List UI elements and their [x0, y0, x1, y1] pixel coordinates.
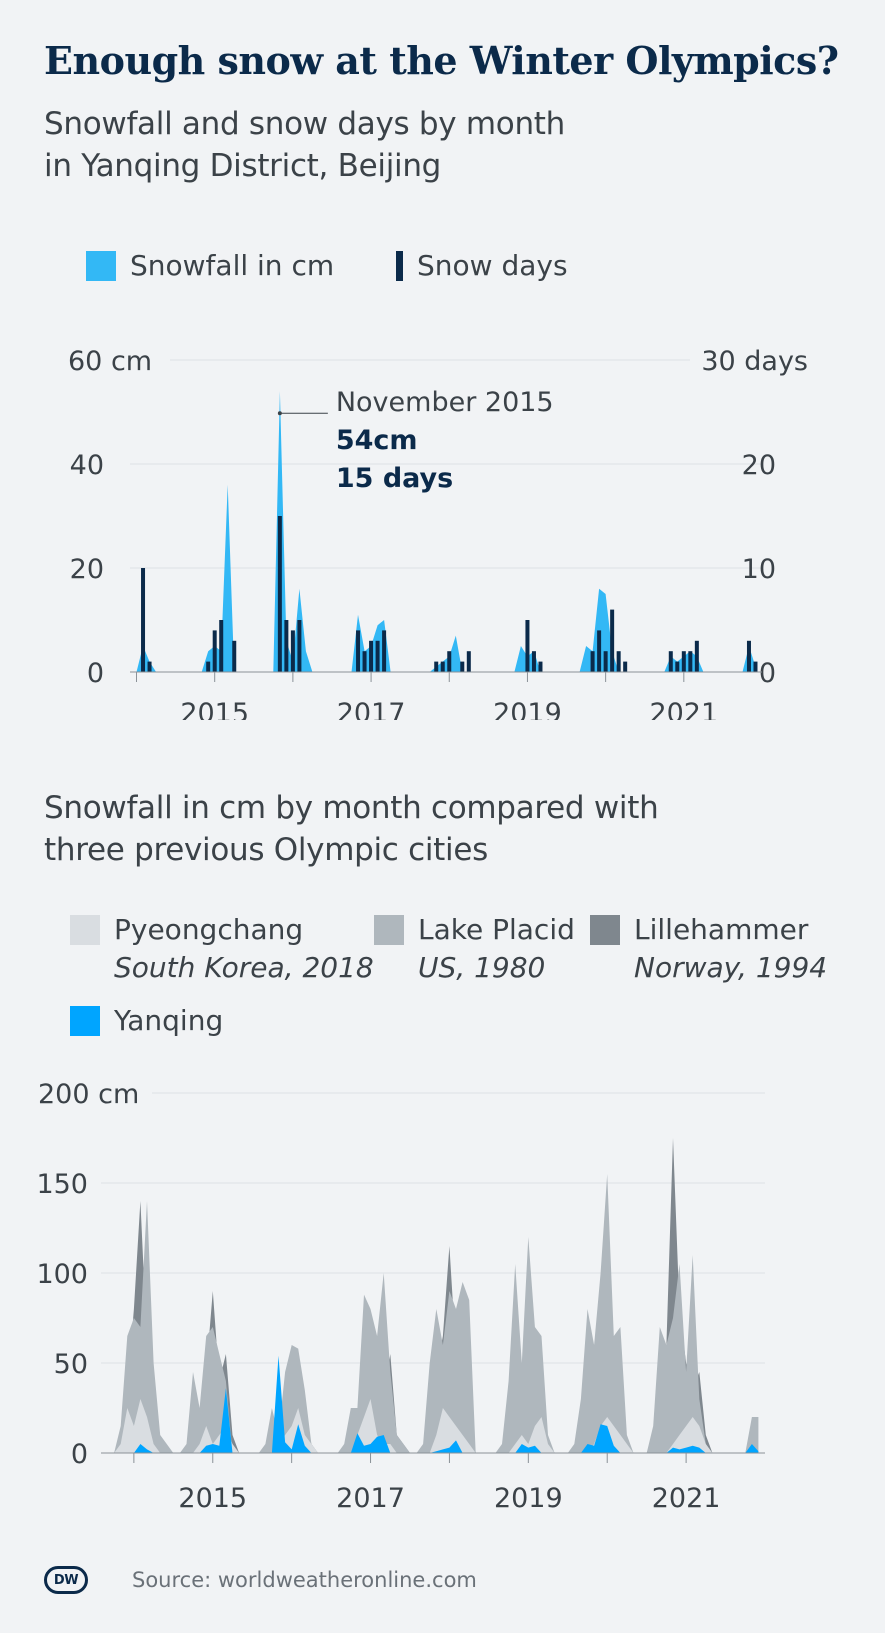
snow-days-bar	[375, 640, 380, 672]
snow-days-bar	[232, 640, 237, 672]
snow-days-bar	[694, 640, 699, 672]
annotation-dot	[277, 411, 282, 416]
dw-logo: DW	[44, 1566, 88, 1594]
y-left-tick-label: 60 cm	[68, 346, 152, 377]
snow-days-bar	[603, 651, 608, 672]
snow-days-bar	[610, 609, 615, 672]
snow-days-bar	[688, 651, 693, 672]
snow-days-bar	[616, 651, 621, 672]
source-note: Source: worldweatheronline.com	[132, 1568, 477, 1592]
annotation-snowfall: 54cm	[336, 425, 418, 456]
snow-days-bar	[434, 661, 439, 672]
legend-pyeongchang-swatch	[70, 915, 100, 945]
snow-days-bar	[290, 630, 295, 672]
legend-lake-placid-swatch	[374, 915, 404, 945]
snow-days-bar	[141, 568, 146, 672]
snow-days-bar	[369, 640, 374, 672]
legend-yanqing: Yanqing	[70, 1005, 223, 1037]
snow-days-bar	[590, 651, 595, 672]
yanqing-area	[133, 1355, 759, 1453]
x-tick-label: 2017	[337, 698, 406, 720]
snow-days-bar	[277, 516, 282, 672]
y-right-tick-label: 10	[742, 554, 776, 585]
legend-lake-placid-label: Lake Placid	[418, 913, 575, 946]
y-tick-label: 150	[36, 1169, 88, 1200]
snow-days-bar	[447, 651, 452, 672]
snow-days-bar	[219, 620, 224, 672]
x-tick-label: 2019	[494, 1483, 563, 1514]
legend-snow-days-swatch	[396, 251, 403, 281]
snow-days-bar	[525, 620, 530, 672]
snow-days-bar	[675, 661, 680, 672]
snow-days-bar	[623, 661, 628, 672]
snow-days-bar	[460, 661, 465, 672]
y-left-tick-label: 0	[87, 658, 104, 689]
legend-snowfall-label: Snowfall in cm	[130, 249, 335, 282]
snow-days-bar	[212, 630, 217, 672]
legend-pyeongchang-sub: South Korea, 2018	[114, 951, 374, 984]
x-tick-label: 2015	[178, 1483, 247, 1514]
chart2-subtitle: Snowfall in cm by month compared with th…	[44, 790, 659, 868]
snowfall-area	[136, 391, 756, 672]
legend-lake-placid: Lake Placid US, 1980	[374, 914, 575, 986]
chart2-olympic-comparison: 0 50 100 150 200 cm 2015 2017 2019 2021	[36, 1079, 765, 1514]
chart1-yanqing-snowfall: 0 20 40 60 cm 0 10 20 30 days 2015 2017 2019 2021 No…	[68, 346, 808, 720]
legend-snowfall: Snowfall in cm	[86, 250, 334, 282]
legend-lillehammer-swatch	[590, 915, 620, 945]
legend-yanqing-swatch	[70, 1006, 100, 1036]
x-tick-label: 2021	[652, 1483, 721, 1514]
y-tick-label: 50	[54, 1349, 88, 1380]
x-tick-label: 2017	[336, 1483, 405, 1514]
y-tick-label: 100	[36, 1259, 88, 1290]
snow-days-bar	[147, 661, 152, 672]
footer: DW Source: worldweatheronline.com	[44, 1566, 477, 1594]
y-right-tick-label: 20	[742, 450, 776, 481]
snow-days-bar	[284, 620, 289, 672]
legend-lillehammer: Lillehammer Norway, 1994	[590, 914, 827, 986]
snow-days-bar	[538, 661, 543, 672]
snow-days-bar	[466, 651, 471, 672]
x-tick-label: 2019	[493, 698, 562, 720]
page-title: Enough snow at the Winter Olympics?	[44, 38, 839, 83]
snow-days-bar	[597, 630, 602, 672]
y-left-tick-label: 20	[70, 554, 104, 585]
snow-days-bar	[753, 661, 758, 672]
legend-snow-days-label: Snow days	[417, 249, 568, 282]
snow-days-bar	[668, 651, 673, 672]
snow-days-bar	[297, 620, 302, 672]
x-tick-label: 2015	[180, 698, 249, 720]
snow-days-bar	[356, 630, 361, 672]
legend-pyeongchang: Pyeongchang South Korea, 2018	[70, 914, 374, 986]
snow-days-bar	[681, 651, 686, 672]
y-left-tick-label: 40	[70, 450, 104, 481]
x-tick-label: 2021	[649, 698, 718, 720]
snow-days-bar	[206, 661, 211, 672]
legend-snowfall-swatch	[86, 251, 116, 281]
y-tick-label: 200 cm	[38, 1079, 139, 1110]
legend-lake-placid-sub: US, 1980	[418, 951, 546, 984]
snow-days-bar	[531, 651, 536, 672]
snow-days-bar	[362, 651, 367, 672]
y-tick-label: 0	[71, 1439, 88, 1470]
snow-days-bar	[746, 640, 751, 672]
legend-pyeongchang-label: Pyeongchang	[114, 913, 304, 946]
lake-placid-area	[114, 1174, 759, 1453]
legend-snow-days: Snow days	[386, 250, 568, 282]
annotation-snow-days: 15 days	[336, 463, 453, 494]
snow-days-bar	[440, 661, 445, 672]
legend-lillehammer-sub: Norway, 1994	[634, 951, 828, 984]
snow-days-bar	[382, 630, 387, 672]
chart1-subtitle: Snowfall and snow days by month in Yanqi…	[44, 106, 566, 184]
legend-yanqing-label: Yanqing	[114, 1004, 224, 1037]
y-right-tick-label: 30 days	[701, 346, 808, 377]
y-right-tick-label: 0	[759, 658, 776, 689]
legend-lillehammer-label: Lillehammer	[634, 913, 809, 946]
annotation-label: November 2015	[336, 387, 554, 418]
